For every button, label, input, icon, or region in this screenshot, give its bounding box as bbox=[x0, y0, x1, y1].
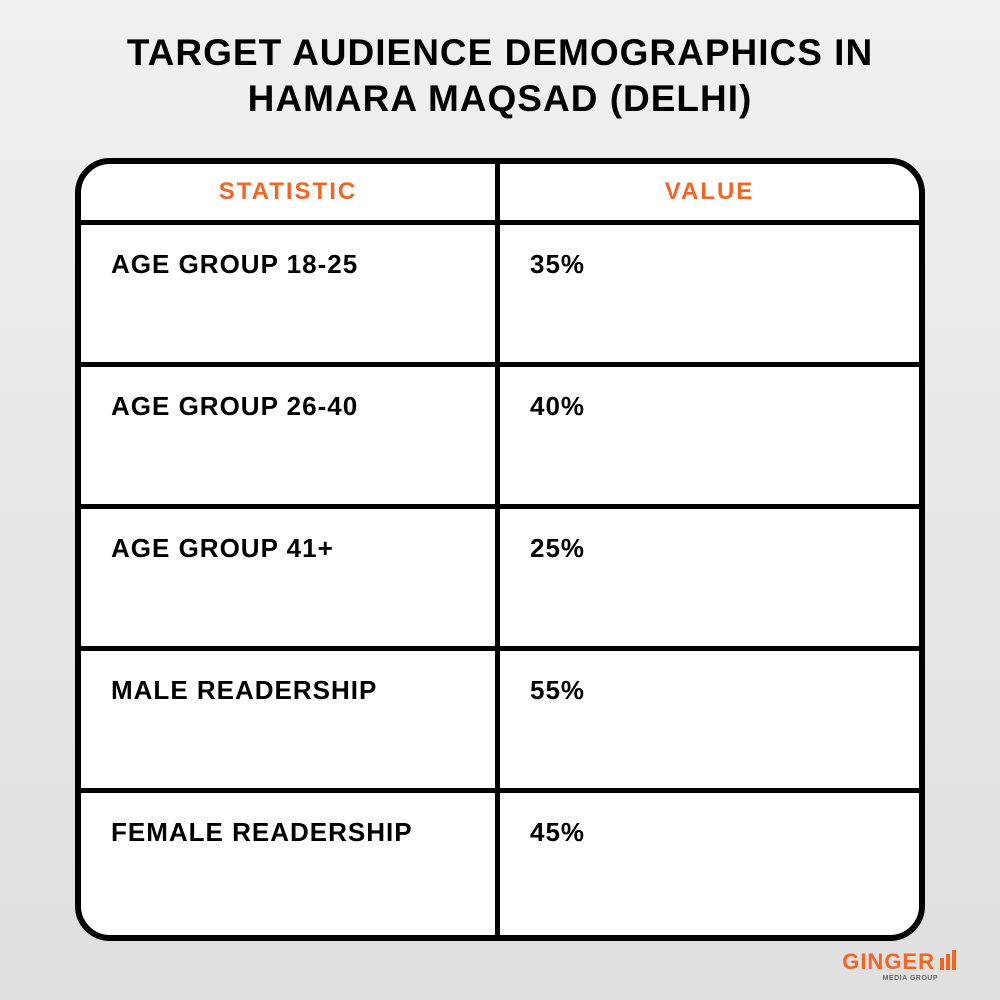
value-cell: 55% bbox=[500, 651, 919, 788]
statistic-cell: AGE GROUP 26-40 bbox=[81, 367, 500, 504]
value-cell: 25% bbox=[500, 509, 919, 646]
table-header-row: STATISTIC VALUE bbox=[81, 164, 919, 225]
value-cell: 40% bbox=[500, 367, 919, 504]
table-row: AGE GROUP 26-40 40% bbox=[81, 367, 919, 509]
table-row: MALE READERSHIP 55% bbox=[81, 651, 919, 793]
statistic-cell: MALE READERSHIP bbox=[81, 651, 500, 788]
table-row: AGE GROUP 41+ 25% bbox=[81, 509, 919, 651]
demographics-table: STATISTIC VALUE AGE GROUP 18-25 35% AGE … bbox=[75, 158, 925, 941]
table-header-value: VALUE bbox=[500, 164, 919, 220]
logo-text: GINGER bbox=[842, 949, 935, 975]
statistic-cell: AGE GROUP 18-25 bbox=[81, 225, 500, 362]
statistic-cell: FEMALE READERSHIP bbox=[81, 793, 500, 935]
table-row: AGE GROUP 18-25 35% bbox=[81, 225, 919, 367]
value-cell: 35% bbox=[500, 225, 919, 362]
table-row: FEMALE READERSHIP 45% bbox=[81, 793, 919, 935]
brand-logo: GINGER MEDIA GROUP bbox=[842, 949, 960, 975]
page-title: TARGET AUDIENCE DEMOGRAPHICS IN HAMARA M… bbox=[0, 0, 1000, 123]
statistic-cell: AGE GROUP 41+ bbox=[81, 509, 500, 646]
logo-subtext: MEDIA GROUP bbox=[883, 975, 938, 982]
table-header-statistic: STATISTIC bbox=[81, 164, 500, 220]
value-cell: 45% bbox=[500, 793, 919, 935]
logo-bars-icon bbox=[940, 950, 960, 975]
